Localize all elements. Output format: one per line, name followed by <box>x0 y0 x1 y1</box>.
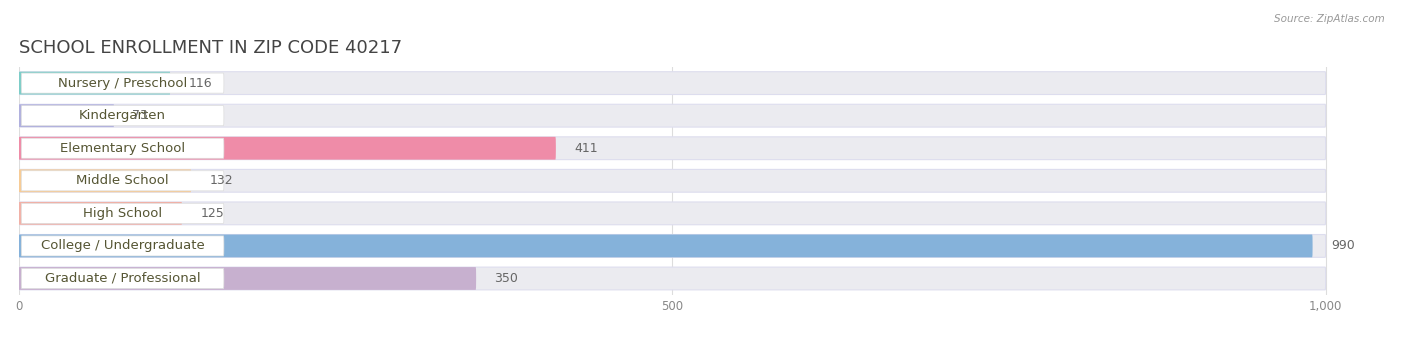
Text: Source: ZipAtlas.com: Source: ZipAtlas.com <box>1274 14 1385 24</box>
FancyBboxPatch shape <box>21 268 224 289</box>
FancyBboxPatch shape <box>18 169 191 192</box>
FancyBboxPatch shape <box>18 137 555 160</box>
FancyBboxPatch shape <box>18 104 1326 127</box>
FancyBboxPatch shape <box>21 203 224 223</box>
FancyBboxPatch shape <box>18 235 1313 257</box>
Text: 73: 73 <box>132 109 148 122</box>
FancyBboxPatch shape <box>18 202 181 225</box>
Text: Nursery / Preschool: Nursery / Preschool <box>58 77 187 90</box>
FancyBboxPatch shape <box>18 72 1326 94</box>
Text: 990: 990 <box>1331 239 1354 252</box>
FancyBboxPatch shape <box>21 106 224 126</box>
FancyBboxPatch shape <box>18 235 1326 257</box>
Text: High School: High School <box>83 207 162 220</box>
FancyBboxPatch shape <box>18 267 477 290</box>
Text: Elementary School: Elementary School <box>60 142 186 155</box>
Text: 116: 116 <box>188 77 212 90</box>
FancyBboxPatch shape <box>21 138 224 158</box>
FancyBboxPatch shape <box>18 104 114 127</box>
Text: 125: 125 <box>201 207 224 220</box>
FancyBboxPatch shape <box>21 73 224 93</box>
Text: Graduate / Professional: Graduate / Professional <box>45 272 201 285</box>
Text: Middle School: Middle School <box>76 174 169 187</box>
Text: 411: 411 <box>574 142 598 155</box>
FancyBboxPatch shape <box>21 236 224 256</box>
Text: SCHOOL ENROLLMENT IN ZIP CODE 40217: SCHOOL ENROLLMENT IN ZIP CODE 40217 <box>18 39 402 57</box>
FancyBboxPatch shape <box>18 137 1326 160</box>
Text: 132: 132 <box>209 174 233 187</box>
Text: 350: 350 <box>495 272 519 285</box>
Text: Kindergarten: Kindergarten <box>79 109 166 122</box>
FancyBboxPatch shape <box>21 171 224 191</box>
FancyBboxPatch shape <box>18 169 1326 192</box>
FancyBboxPatch shape <box>18 72 170 94</box>
FancyBboxPatch shape <box>18 202 1326 225</box>
FancyBboxPatch shape <box>18 267 1326 290</box>
Text: College / Undergraduate: College / Undergraduate <box>41 239 204 252</box>
